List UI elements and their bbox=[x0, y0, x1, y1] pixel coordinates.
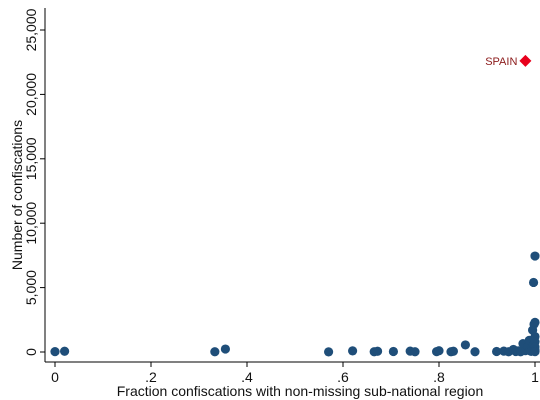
axes bbox=[44, 8, 540, 363]
data-point bbox=[530, 251, 540, 261]
data-point bbox=[448, 346, 458, 356]
y-tick-label: 0 bbox=[23, 348, 39, 356]
x-axis-title: Fraction confiscations with non-missing … bbox=[117, 383, 484, 399]
data-point bbox=[324, 347, 334, 357]
data-point bbox=[388, 346, 398, 357]
y-tick-label: 10,000 bbox=[23, 202, 39, 245]
x-tick-label: .4 bbox=[241, 369, 253, 385]
data-point bbox=[470, 347, 480, 357]
point-label: SPAIN bbox=[485, 56, 517, 68]
data-point bbox=[530, 347, 540, 357]
y-axis-title: Number of confiscations bbox=[9, 120, 25, 270]
x-tick-label: .8 bbox=[433, 369, 445, 385]
y-tick-label: 20,000 bbox=[23, 73, 39, 116]
y-tick-label: 5,000 bbox=[23, 270, 39, 305]
data-point bbox=[348, 346, 358, 356]
data-point bbox=[434, 346, 444, 356]
data-point bbox=[210, 347, 220, 357]
data-point bbox=[528, 277, 539, 288]
data-point bbox=[60, 346, 70, 356]
x-tick-label: 1 bbox=[531, 369, 539, 385]
x-tick-label: .2 bbox=[145, 369, 157, 385]
x-axis-ticks: 0 .2 .4 .6 .8 1 bbox=[51, 362, 539, 385]
data-point bbox=[410, 347, 420, 357]
data-point bbox=[530, 317, 540, 327]
data-point bbox=[372, 346, 383, 356]
x-tick-label: .6 bbox=[337, 369, 349, 385]
x-tick-label: 0 bbox=[51, 369, 59, 385]
y-axis-ticks: 0 5,000 10,000 15,000 20,000 25,000 bbox=[23, 8, 45, 356]
data-point bbox=[492, 346, 502, 357]
data-points bbox=[50, 54, 540, 357]
data-point bbox=[50, 347, 60, 357]
data-point bbox=[220, 344, 230, 354]
point-annotations: SPAIN bbox=[485, 56, 517, 68]
highlight-point bbox=[519, 54, 532, 67]
data-point bbox=[460, 340, 470, 350]
y-tick-label: 25,000 bbox=[23, 8, 39, 51]
y-tick-label: 15,000 bbox=[23, 137, 39, 180]
